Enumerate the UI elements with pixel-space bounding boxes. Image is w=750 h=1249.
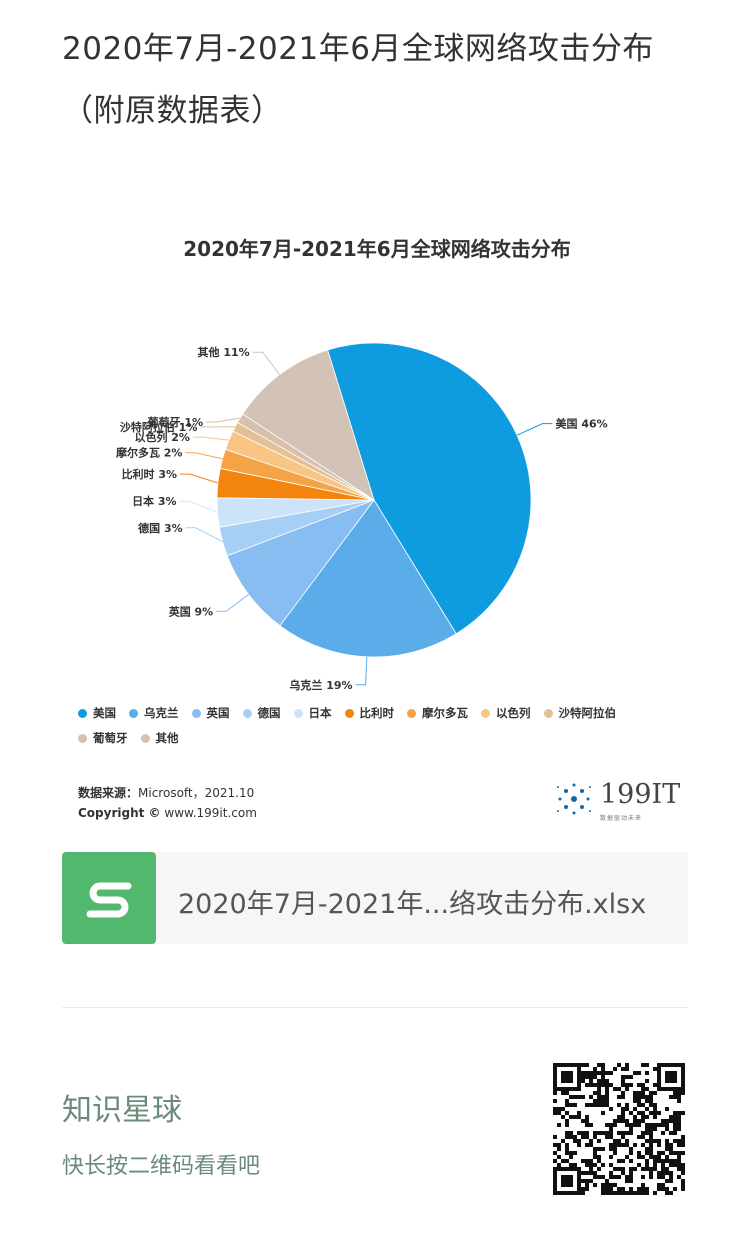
legend-dot-3 xyxy=(242,709,252,718)
legend-dot-8 xyxy=(543,709,553,718)
pie-label-8: 沙特阿拉伯 1% xyxy=(120,420,198,434)
attachment-file-card[interactable]: 2020年7月-2021年...络攻击分布.xlsx xyxy=(62,852,688,944)
legend-label-8: 沙特阿拉伯 xyxy=(558,706,617,720)
logo-subtitle: 数据驱动未来 xyxy=(600,815,643,822)
pie-chart: 美国 46% 乌克兰 19% 英国 9% 德国 3% 日本 3% 比利时 3% 摩尔多瓦 2… xyxy=(116,342,608,692)
pie-leader-6 xyxy=(185,452,223,460)
pie-label-0: 美国 46% xyxy=(555,417,607,431)
copyright-value: www.199it.com xyxy=(164,806,257,820)
pie-leader-5 xyxy=(180,473,219,484)
legend-dot-6 xyxy=(407,709,416,718)
legend-dot-7 xyxy=(481,709,490,718)
pie-label-3: 德国 3% xyxy=(137,521,183,535)
legend-item-9: 葡萄牙 xyxy=(78,730,128,746)
legend-label-0: 美国 xyxy=(93,706,116,720)
legend-dot-2 xyxy=(191,709,201,718)
chart-card: 2020年7月-2021年6月全球网络攻击分布 美国 46% 乌克兰 19% 英国 … xyxy=(62,215,692,840)
pie-label-4: 日本 3% xyxy=(132,494,177,508)
legend-item-3: 德国 xyxy=(242,705,281,721)
pie-leader-0 xyxy=(516,423,553,436)
copyright-label: Copyright © xyxy=(78,806,161,820)
spreadsheet-s-icon xyxy=(62,852,156,944)
chart-title: 2020年7月-2021年6月全球网络攻击分布 xyxy=(183,237,571,261)
pie-leader-10 xyxy=(252,351,280,375)
legend-item-6: 摩尔多瓦 xyxy=(407,705,468,721)
legend-label-1: 乌克兰 xyxy=(144,706,179,720)
legend-label-4: 日本 xyxy=(308,706,332,720)
pie-slice-2 xyxy=(226,499,376,627)
promo-subtitle: 快长按二维码看看吧 xyxy=(62,1154,261,1179)
pie-leader-7 xyxy=(192,436,229,441)
promo-title: 知识星球 xyxy=(62,1093,182,1128)
chart-source: 数据来源：Microsoft，2021.10 Copyright © www.1… xyxy=(78,783,257,823)
pie-label-6: 摩尔多瓦 2% xyxy=(116,446,183,460)
logo-dots-icon xyxy=(557,783,591,815)
pie-label-10: 其他 11% xyxy=(198,345,250,359)
legend-item-4: 日本 xyxy=(293,705,332,721)
legend-dot-10 xyxy=(140,734,150,743)
legend-item-2: 英国 xyxy=(191,705,230,721)
legend-dot-5 xyxy=(344,709,354,718)
pie-leader-2 xyxy=(216,594,249,612)
pie-slice-10 xyxy=(242,349,375,501)
legend-label-6: 摩尔多瓦 xyxy=(422,706,468,720)
logo-text: 199IT xyxy=(600,779,681,810)
pie-label-2: 英国 9% xyxy=(168,604,214,618)
legend-item-5: 比利时 xyxy=(344,705,395,721)
legend-label-9: 葡萄牙 xyxy=(93,731,128,745)
legend-label-5: 比利时 xyxy=(359,706,395,720)
199it-logo: 199IT 数据驱动未来 xyxy=(552,777,682,827)
chart-legend: 美国 乌克兰 英国 德国 日本 比利时 摩尔多瓦 以色列 沙特阿拉伯葡萄牙 其他 xyxy=(78,705,678,755)
legend-dot-4 xyxy=(293,709,303,718)
pie-leader-9 xyxy=(206,417,241,423)
legend-label-3: 德国 xyxy=(257,706,281,720)
pie-label-7: 以色列 2% xyxy=(134,430,190,444)
legend-dot-0 xyxy=(78,709,87,718)
pie-label-5: 比利时 3% xyxy=(122,467,178,481)
legend-label-7: 以色列 xyxy=(496,706,531,720)
legend-dot-9 xyxy=(78,734,87,743)
pie-leader-1 xyxy=(355,656,368,686)
legend-item-7: 以色列 xyxy=(481,705,531,721)
legend-item-10: 其他 xyxy=(140,730,179,746)
source-label: 数据来源： xyxy=(78,786,139,800)
legend-label-10: 其他 xyxy=(155,731,179,745)
post-title: 2020年7月-2021年6月全球网络攻击分布（附原数据表） xyxy=(62,31,654,129)
pie-leader-3 xyxy=(185,527,223,543)
legend-item-1: 乌克兰 xyxy=(129,705,179,721)
pie-label-9: 葡萄牙 1% xyxy=(147,415,204,429)
pie-slice-1 xyxy=(279,499,457,658)
divider xyxy=(62,1007,688,1008)
pie-label-1: 乌克兰 19% xyxy=(289,678,352,692)
legend-label-2: 英国 xyxy=(206,706,230,720)
legend-dot-1 xyxy=(129,709,138,718)
pie-leader-4 xyxy=(179,500,218,514)
legend-item-0: 美国 xyxy=(78,705,116,721)
legend-item-8: 沙特阿拉伯 xyxy=(543,705,617,721)
qr-code[interactable] xyxy=(553,1063,685,1195)
file-name: 2020年7月-2021年...络攻击分布.xlsx xyxy=(178,889,647,920)
source-value: Microsoft，2021.10 xyxy=(138,786,255,800)
